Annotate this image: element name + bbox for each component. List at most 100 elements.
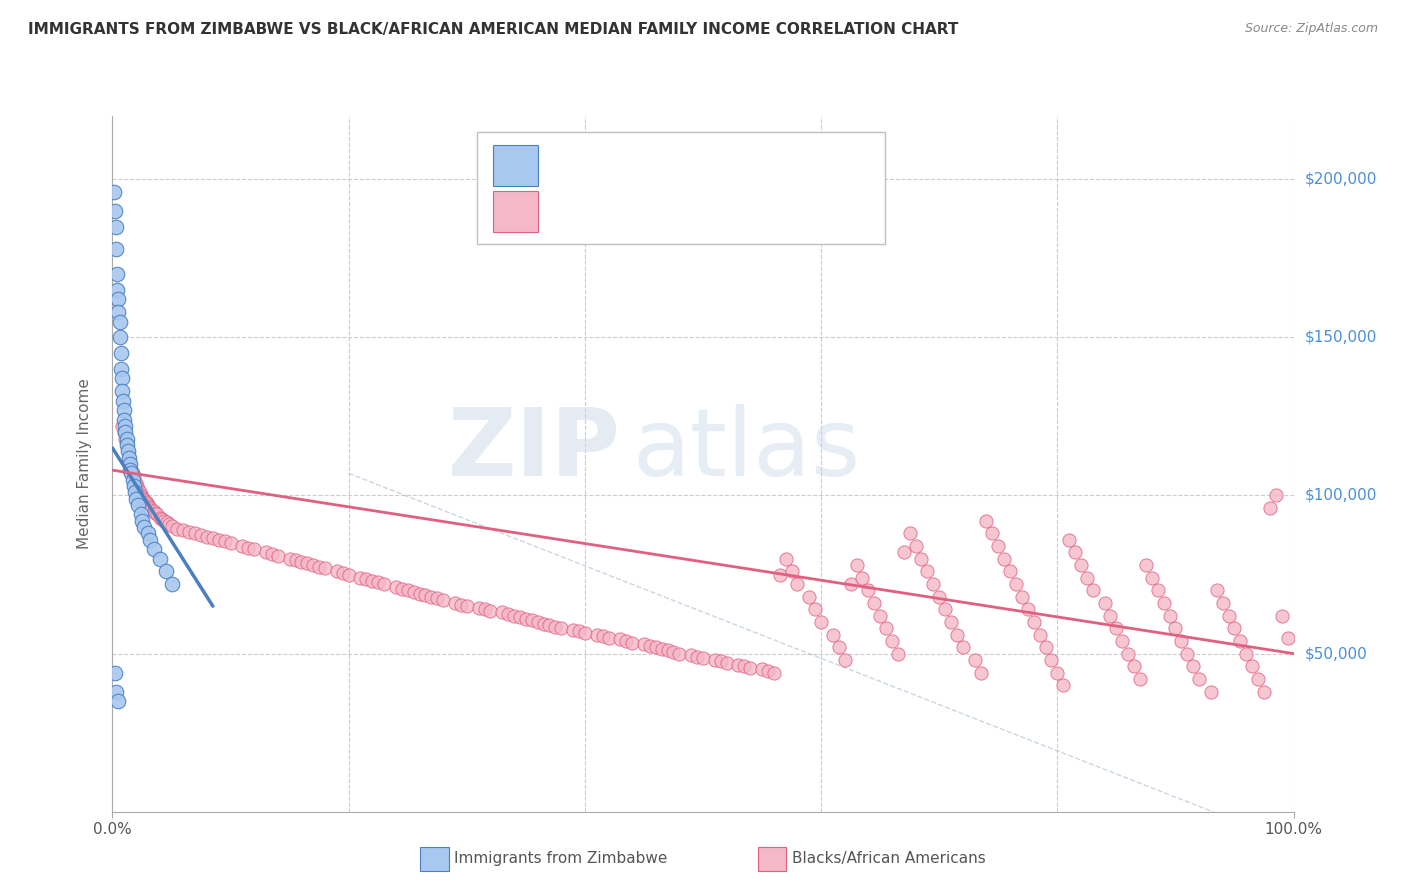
Point bbox=[887, 647, 910, 661]
Point bbox=[219, 536, 242, 550]
Point bbox=[804, 602, 827, 616]
Point bbox=[112, 412, 135, 426]
Point bbox=[1212, 596, 1234, 610]
Text: R =: R = bbox=[544, 157, 579, 175]
Point bbox=[550, 621, 572, 635]
Text: $50,000: $50,000 bbox=[1305, 646, 1368, 661]
Text: -0.837: -0.837 bbox=[586, 202, 650, 220]
Point bbox=[479, 604, 502, 618]
Point bbox=[1199, 684, 1222, 698]
Point bbox=[349, 571, 371, 585]
Point bbox=[127, 479, 149, 493]
Point bbox=[952, 640, 974, 655]
Point bbox=[127, 482, 149, 496]
Point bbox=[135, 495, 157, 509]
Point bbox=[839, 577, 862, 591]
Point bbox=[136, 498, 159, 512]
Point bbox=[1064, 545, 1087, 559]
Point bbox=[515, 612, 537, 626]
Point bbox=[356, 572, 378, 586]
Point bbox=[121, 473, 143, 487]
Point bbox=[444, 596, 467, 610]
Point bbox=[420, 590, 443, 604]
Point bbox=[267, 549, 290, 563]
Point bbox=[692, 651, 714, 665]
Point bbox=[1258, 501, 1281, 516]
Point bbox=[195, 530, 218, 544]
Point bbox=[190, 528, 212, 542]
Point bbox=[254, 545, 277, 559]
Point bbox=[278, 551, 301, 566]
Point bbox=[922, 577, 945, 591]
Point bbox=[710, 655, 733, 669]
Point bbox=[111, 418, 134, 433]
Point bbox=[127, 498, 149, 512]
Point bbox=[138, 500, 160, 514]
Point bbox=[112, 393, 135, 408]
Point bbox=[1146, 583, 1168, 598]
Point bbox=[981, 526, 1004, 541]
Text: Immigrants from Zimbabwe: Immigrants from Zimbabwe bbox=[454, 851, 668, 866]
Point bbox=[633, 637, 655, 651]
Point bbox=[117, 444, 139, 458]
Point bbox=[105, 242, 128, 256]
Text: N =: N = bbox=[685, 157, 721, 175]
Point bbox=[284, 553, 307, 567]
Point bbox=[385, 580, 408, 594]
Point bbox=[716, 656, 738, 670]
Point bbox=[1182, 659, 1205, 673]
Point bbox=[662, 645, 685, 659]
Point bbox=[1271, 608, 1294, 623]
Point bbox=[141, 502, 163, 516]
Point bbox=[201, 531, 224, 545]
Point bbox=[1052, 678, 1074, 692]
Point bbox=[651, 641, 673, 656]
Point bbox=[120, 463, 142, 477]
Point bbox=[107, 293, 129, 307]
Point bbox=[538, 618, 561, 632]
Point bbox=[1076, 571, 1098, 585]
Point bbox=[134, 520, 156, 534]
Point bbox=[117, 444, 139, 458]
Point bbox=[503, 608, 526, 623]
Point bbox=[160, 518, 183, 533]
Point bbox=[131, 514, 153, 528]
Point bbox=[155, 565, 177, 579]
Point bbox=[308, 559, 330, 574]
Point bbox=[740, 661, 762, 675]
Point bbox=[120, 463, 142, 477]
Point bbox=[526, 615, 548, 629]
Point bbox=[1140, 571, 1163, 585]
Point bbox=[426, 591, 449, 606]
Point bbox=[136, 526, 159, 541]
Point bbox=[1105, 621, 1128, 635]
Point bbox=[337, 567, 360, 582]
Point bbox=[114, 418, 136, 433]
Text: 43: 43 bbox=[727, 157, 751, 175]
Point bbox=[367, 575, 389, 590]
Point bbox=[124, 485, 146, 500]
Point bbox=[361, 574, 384, 588]
Point bbox=[946, 627, 969, 641]
Point bbox=[863, 596, 886, 610]
Point bbox=[391, 582, 413, 596]
Point bbox=[115, 432, 138, 446]
Point bbox=[1081, 583, 1104, 598]
Point bbox=[851, 571, 873, 585]
Point bbox=[110, 362, 132, 376]
Point bbox=[821, 627, 844, 641]
Point bbox=[456, 599, 478, 614]
Point bbox=[231, 539, 253, 553]
Point bbox=[120, 457, 142, 471]
Point bbox=[1170, 634, 1192, 648]
Point bbox=[568, 624, 591, 639]
Point bbox=[1022, 615, 1045, 629]
Point bbox=[135, 496, 157, 510]
Point bbox=[131, 490, 153, 504]
Point bbox=[904, 539, 927, 553]
Point bbox=[115, 438, 138, 452]
Y-axis label: Median Family Income: Median Family Income bbox=[77, 378, 91, 549]
Point bbox=[834, 653, 856, 667]
Point bbox=[681, 648, 703, 662]
Point bbox=[157, 516, 180, 531]
